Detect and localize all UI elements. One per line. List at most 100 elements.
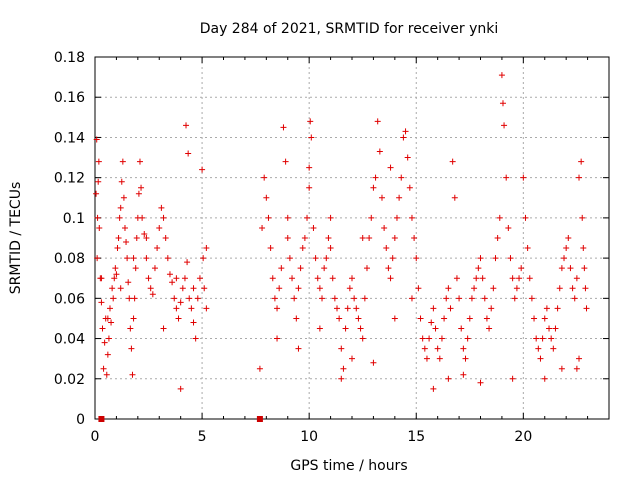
y-tick-label: 0.08: [54, 251, 85, 267]
data-point: [402, 128, 409, 135]
data-point: [528, 295, 535, 302]
data-point: [355, 315, 362, 322]
data-point: [338, 345, 345, 352]
data-point: [565, 235, 572, 241]
data-point: [256, 365, 263, 372]
data-point: [571, 295, 578, 302]
y-tick-label: 0.06: [54, 291, 85, 307]
data-point: [340, 365, 347, 372]
data-point: [138, 184, 145, 191]
data-point: [297, 265, 304, 272]
data-point: [501, 122, 508, 129]
data-point: [351, 295, 358, 302]
data-point: [509, 275, 516, 282]
data-point: [417, 315, 424, 322]
data-point: [295, 285, 302, 292]
data-point: [323, 255, 330, 262]
data-point: [124, 255, 131, 262]
data-point: [460, 345, 467, 352]
data-point: [374, 118, 381, 125]
y-tick-label: 0.04: [54, 332, 85, 348]
data-point: [143, 255, 150, 262]
data-point: [289, 275, 296, 282]
data-point: [327, 214, 334, 221]
data-point: [359, 235, 366, 241]
data-point: [149, 291, 156, 298]
data-point: [558, 265, 565, 272]
data-point: [115, 235, 122, 241]
data-point: [196, 275, 203, 282]
data-point: [128, 345, 135, 352]
data-point: [408, 214, 415, 221]
data-point: [383, 245, 390, 252]
data-point: [105, 335, 112, 342]
data-point: [477, 255, 484, 262]
data-point: [441, 315, 448, 322]
data-point: [498, 72, 505, 79]
data-point: [359, 335, 366, 342]
data-point: [336, 315, 343, 322]
data-point: [267, 245, 274, 252]
data-point: [274, 335, 281, 342]
data-point: [387, 275, 394, 282]
data-point: [464, 335, 471, 342]
data-point: [400, 134, 407, 141]
data-point: [93, 190, 100, 197]
data-point: [132, 265, 139, 272]
data-point: [125, 279, 132, 286]
data-point: [573, 275, 580, 282]
data-point: [430, 385, 437, 392]
data-point: [507, 255, 514, 262]
data-point: [113, 271, 120, 278]
data-point: [578, 158, 585, 165]
data-point: [499, 100, 506, 107]
data-point: [276, 285, 283, 292]
data-point: [406, 184, 413, 191]
data-point: [513, 285, 520, 292]
data-point: [490, 285, 497, 292]
data-point: [524, 245, 531, 252]
data-point: [286, 255, 293, 262]
data-point: [466, 315, 473, 322]
data-point: [325, 235, 332, 241]
data-point: [346, 285, 353, 292]
x-tick-label: 10: [300, 429, 318, 445]
data-point: [126, 295, 133, 302]
data-point: [173, 305, 180, 312]
data-point: [520, 174, 527, 181]
data-point: [259, 224, 266, 231]
data-point: [494, 235, 501, 241]
data-point: [342, 325, 349, 332]
data-point: [496, 214, 503, 221]
data-point: [445, 375, 452, 382]
data-point: [449, 158, 456, 165]
data-point: [133, 235, 140, 241]
x-tick-label: 5: [198, 429, 207, 445]
data-point: [284, 235, 291, 241]
data-point: [181, 275, 188, 282]
zero-marker: [256, 416, 263, 422]
data-point: [353, 305, 360, 312]
data-point: [462, 355, 469, 362]
data-point: [398, 174, 405, 181]
data-point: [104, 315, 111, 322]
y-axis-label: SRMTID / TECUs: [8, 182, 24, 295]
data-point: [327, 245, 334, 252]
data-point: [194, 295, 201, 302]
data-point: [477, 379, 484, 386]
data-point: [338, 375, 345, 382]
y-tick-label: 0.16: [54, 90, 85, 106]
data-point: [579, 214, 586, 221]
data-point: [543, 305, 550, 312]
data-point: [357, 325, 364, 332]
data-point: [120, 194, 127, 201]
data-point: [522, 214, 529, 221]
data-point: [533, 335, 540, 342]
data-point: [329, 275, 336, 282]
data-point: [186, 295, 193, 302]
data-point: [486, 325, 493, 332]
data-point: [308, 134, 315, 141]
data-point: [200, 255, 207, 262]
plot-frame: [94, 56, 610, 420]
data-point: [203, 245, 210, 252]
